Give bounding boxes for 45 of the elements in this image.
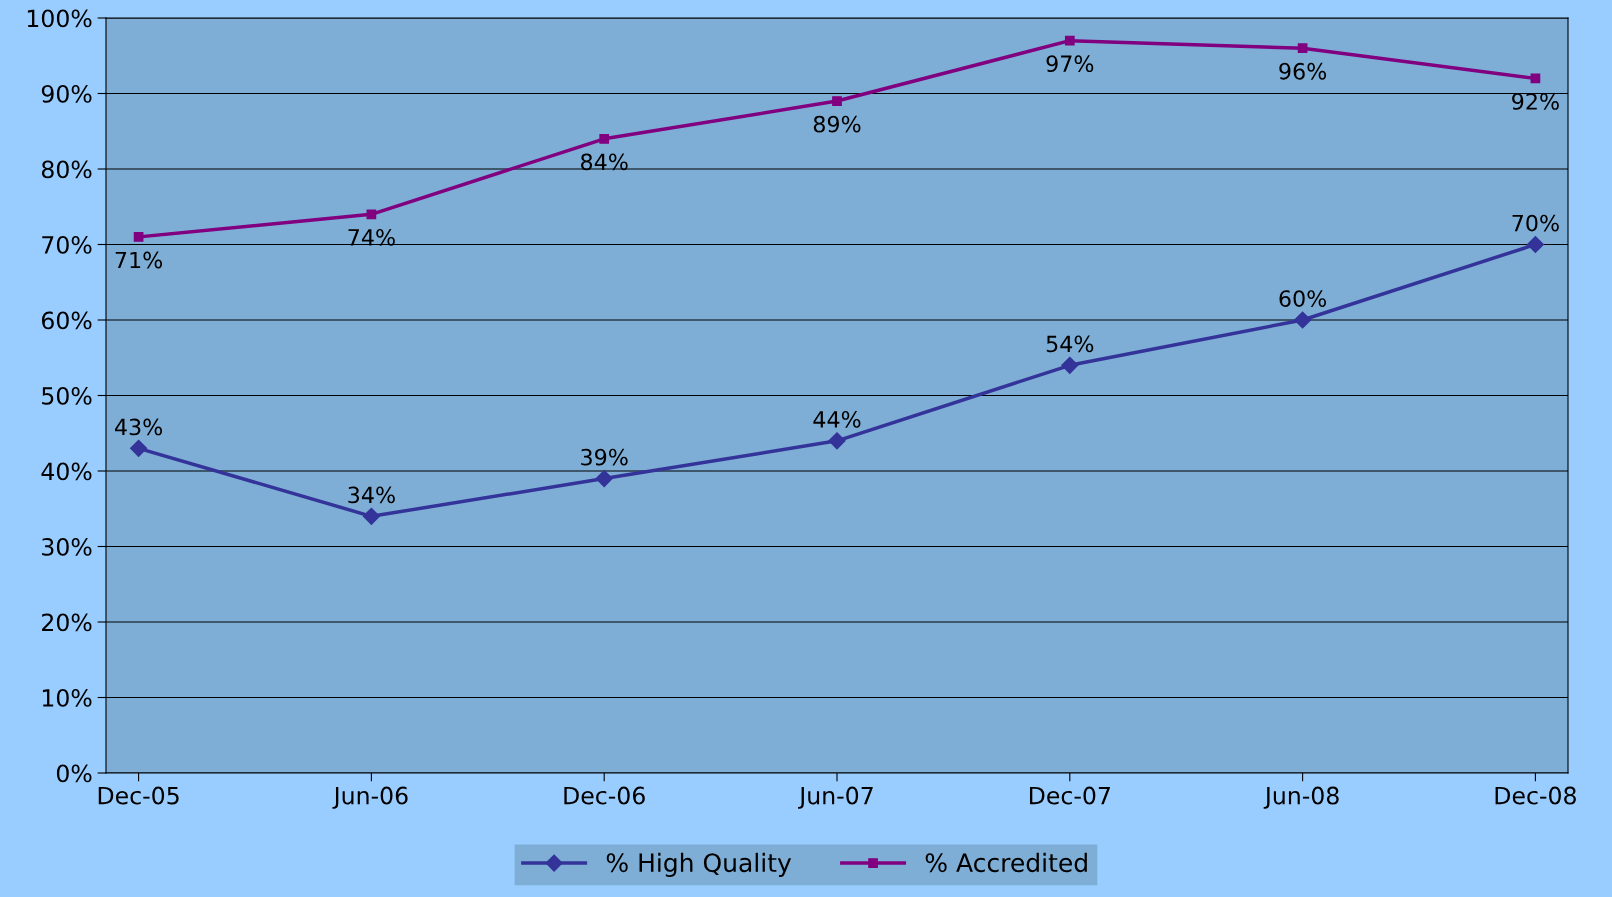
point <box>1294 311 1312 329</box>
y-tick-label: 10% <box>42 688 92 707</box>
y-tick-label: 30% <box>42 537 92 556</box>
legend-label: % Accredited <box>925 852 1087 873</box>
data-label: 97% <box>1046 55 1094 73</box>
point <box>595 469 613 488</box>
point <box>1061 356 1079 374</box>
y-tick-label: 0% <box>56 764 92 783</box>
data-label: 34% <box>348 486 395 504</box>
data-label: 54% <box>1046 335 1094 353</box>
point <box>130 439 148 457</box>
x-tick-label: Dec-07 <box>1029 786 1110 805</box>
data-label: 89% <box>813 115 861 133</box>
x-tick-label: Dec-08 <box>1495 786 1576 805</box>
y-tick-label: 70% <box>42 235 92 254</box>
data-label: 60% <box>1279 290 1327 307</box>
y-tick-label: 20% <box>42 613 92 632</box>
legend-label: % High Quality <box>606 852 792 877</box>
point <box>133 232 144 242</box>
data-label: 84% <box>581 153 628 171</box>
data-label: 44% <box>813 410 861 428</box>
y-tick-label: 90% <box>41 84 92 103</box>
data-label: 71% <box>115 251 163 269</box>
y-tick-label: 80% <box>41 160 92 179</box>
data-label: 70% <box>1512 214 1559 232</box>
data-label: 39% <box>581 448 628 466</box>
y-tick-label: 50% <box>42 386 92 405</box>
x-tick-label: Jun-07 <box>798 786 873 809</box>
point <box>362 507 380 525</box>
point <box>599 133 610 144</box>
point <box>828 432 846 450</box>
x-tick-label: Jun-08 <box>1263 786 1339 809</box>
data-label: 43% <box>114 418 163 436</box>
point <box>1297 43 1308 54</box>
y-tick-label: 60% <box>41 311 92 330</box>
point <box>366 209 377 220</box>
point <box>1064 35 1075 46</box>
x-tick-label: Dec-06 <box>564 786 645 805</box>
x-tick-label: Dec-05 <box>98 786 179 805</box>
data-label: 96% <box>1279 62 1327 80</box>
point <box>832 96 842 106</box>
y-tick-label: 100% <box>27 9 92 28</box>
x-tick-label: Jun-06 <box>332 786 408 809</box>
point <box>1526 235 1544 254</box>
y-tick-label: 40% <box>41 462 92 481</box>
